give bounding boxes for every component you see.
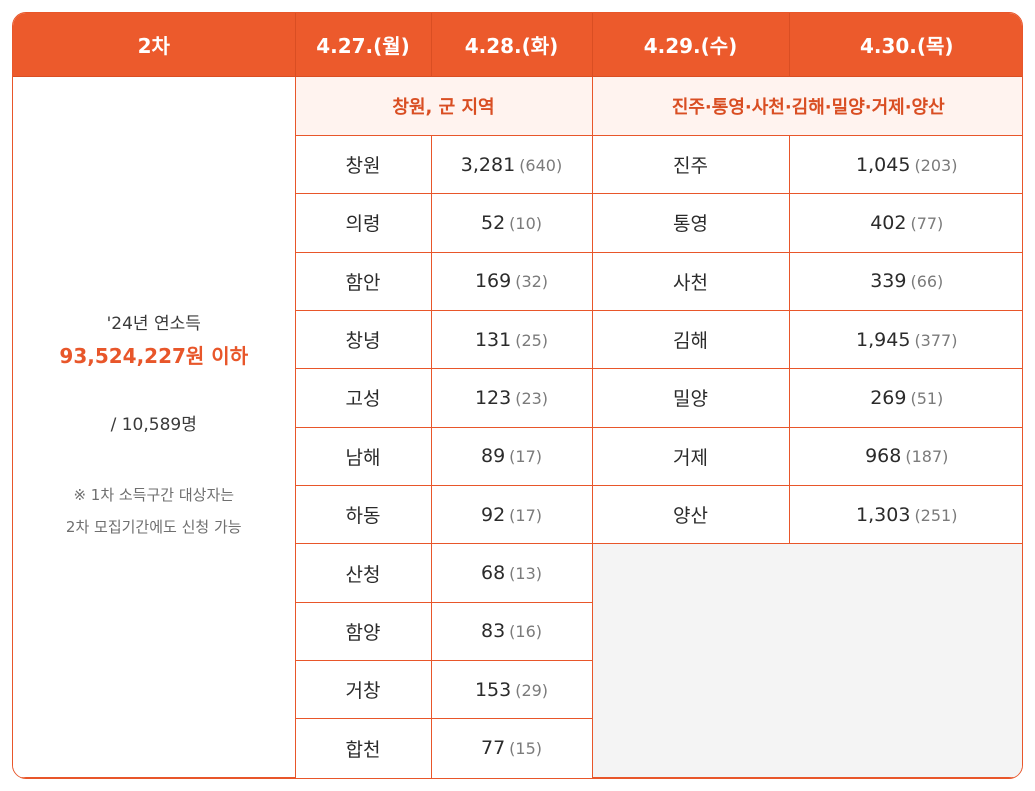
group-left-label: 창원, 군 지역 (294, 75, 593, 136)
region-name: 합천 (295, 718, 432, 778)
region-name: 함안 (295, 251, 432, 311)
summary-cell: '24년 연소득 93,524,227원 이하 / 10,589명 ※ 1차 소… (13, 75, 296, 778)
table-row: 의령 52 (10) 통영 402 (77) (13, 193, 1022, 253)
empty-area (591, 543, 1022, 778)
people-count: / 10,589명 (110, 415, 197, 436)
region-name: 창원 (295, 134, 432, 195)
region-count: 169 (32) (430, 251, 593, 311)
region-name: 밀양 (591, 368, 790, 428)
region-name: 함양 (295, 601, 432, 662)
region-count: 77 (15) (430, 718, 592, 778)
region-count: 402 (77) (788, 193, 1022, 253)
region-count: 68 (13) (430, 543, 593, 603)
table-row: 함안 169 (32) 사천 339 (66) (13, 251, 1022, 311)
region-count: 131 (25) (430, 309, 593, 370)
note-line-1: ※ 1차 소득구간 대상자는 (73, 486, 235, 505)
region-count: 153 (29) (430, 660, 592, 720)
region-name: 하동 (295, 485, 432, 545)
region-count: 339 (66) (788, 251, 1022, 311)
region-count: 123 (23) (430, 368, 593, 428)
note: ※ 1차 소득구간 대상자는 2차 모집기간에도 신청 가능 (13, 480, 295, 543)
header-date-3: 4.29.(수) (591, 13, 790, 77)
region-name: 남해 (295, 426, 432, 487)
group-right-label: 진주·통영·사천·김해·밀양·거제·양산 (591, 75, 1022, 136)
region-count: 3,281 (640) (430, 134, 593, 195)
table-row: 남해 89 (17) 거제 968 (187) (13, 426, 1022, 487)
table-row: 산청 68 (13) (13, 543, 1022, 778)
region-name: 진주 (591, 134, 790, 195)
header-date-1: 4.27.(월) (294, 13, 432, 77)
region-count: 269 (51) (788, 368, 1022, 428)
schedule-table-container: 2차 4.27.(월) 4.28.(화) 4.29.(수) 4.30.(목) '… (12, 12, 1023, 779)
header-row: 2차 4.27.(월) 4.28.(화) 4.29.(수) 4.30.(목) (13, 13, 1022, 77)
table-row: 하동 92 (17) 양산 1,303 (251) (13, 485, 1022, 545)
region-count: 968 (187) (788, 426, 1022, 487)
note-line-2: 2차 모집기간에도 신청 가능 (65, 517, 242, 536)
table-row: 거창 153 (29) (13, 660, 1022, 720)
table-row: 고성 123 (23) 밀양 269 (51) (13, 368, 1022, 428)
table-row: 창녕 131 (25) 김해 1,945 (377) (13, 309, 1022, 370)
header-date-2: 4.28.(화) (430, 13, 593, 77)
region-name: 창녕 (295, 309, 432, 370)
region-name: 산청 (295, 543, 432, 603)
table-row: 합천 77 (15) (13, 718, 1022, 778)
region-name: 통영 (591, 193, 790, 253)
income-amount: 93,524,227원 이하 (59, 344, 249, 369)
header-date-4: 4.30.(목) (788, 13, 1022, 77)
region-name: 사천 (591, 251, 790, 311)
group-row: '24년 연소득 93,524,227원 이하 / 10,589명 ※ 1차 소… (13, 75, 1022, 778)
region-count: 1,303 (251) (788, 485, 1022, 545)
table-row: 창원 3,281 (640) 진주 1,045 (203) (13, 134, 1022, 195)
income-label: '24년 연소득 (106, 314, 201, 335)
region-count: 1,945 (377) (788, 309, 1022, 370)
region-name: 거제 (591, 426, 790, 487)
schedule-table: 2차 4.27.(월) 4.28.(화) 4.29.(수) 4.30.(목) '… (13, 13, 1022, 778)
region-count: 52 (10) (430, 193, 593, 253)
region-name: 의령 (295, 193, 432, 253)
header-round: 2차 (13, 13, 296, 77)
region-count: 83 (16) (430, 601, 592, 662)
region-count: 89 (17) (430, 426, 593, 487)
region-name: 양산 (591, 485, 790, 545)
region-name: 고성 (295, 368, 432, 428)
region-name: 김해 (591, 309, 790, 370)
region-count: 1,045 (203) (788, 134, 1022, 195)
region-count: 92 (17) (430, 485, 593, 545)
region-name: 거창 (295, 660, 432, 720)
